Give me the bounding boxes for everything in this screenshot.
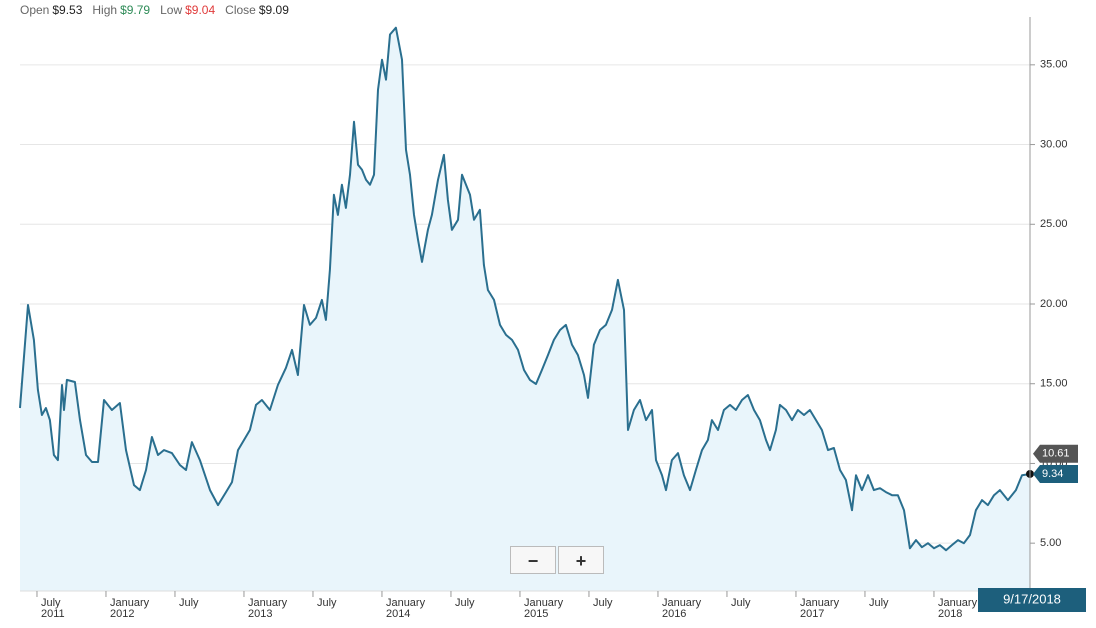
zoom-out-button[interactable]: − [510,546,556,574]
x-tick-label: January 2015 [523,597,564,620]
x-tick-label: January 2012 [109,597,150,620]
ohlc-label: Low [160,3,183,17]
ohlc-label: High [92,3,118,17]
y-tick-label: 5.00 [1040,537,1061,549]
y-tick-label: 30.00 [1040,138,1068,150]
x-tick-label: July [730,597,751,609]
reference-tag-label: 10.61 [1042,448,1070,460]
x-tick-label: July [454,597,475,609]
ohlc-value: $9.09 [258,3,289,17]
ohlc-value: $9.79 [120,3,151,17]
cursor-date: 9/17/2018 [1003,591,1061,606]
last-price-tag [1033,464,1078,483]
price-line [19,26,1031,552]
x-tick-label: July [592,597,613,609]
x-tick-label: January 2018 [937,597,978,620]
zoom-in-button[interactable]: + [558,546,604,574]
y-tick-label: 20.00 [1040,298,1068,310]
x-tick-label: July [178,597,199,609]
x-tick-label: July [868,597,889,609]
ohlc-value: $9.04 [185,3,216,17]
x-tick-label: July [316,597,337,609]
x-tick-label: January 2016 [661,597,702,620]
x-tick-label: January 2017 [799,597,840,620]
ohlc-label: Close [225,3,256,17]
y-tick-label: 25.00 [1040,218,1068,230]
cursor-date-box [978,588,1086,612]
y-tick-label: 15.00 [1040,378,1068,390]
last-price-label: 9.34 [1042,468,1063,480]
ohlc-header: Open $9.53 High $9.79 Low $9.04 Close $9.09 [20,3,299,17]
ohlc-value: $9.53 [52,3,83,17]
area-fill [20,27,1030,591]
x-tick-label: July 2011 [40,597,65,620]
x-tick-label: January 2013 [247,597,288,620]
y-tick-label: 35.00 [1040,59,1068,71]
x-tick-label: January 2014 [385,597,426,620]
ohlc-label: Open [20,3,50,17]
reference-tag [1033,444,1078,463]
